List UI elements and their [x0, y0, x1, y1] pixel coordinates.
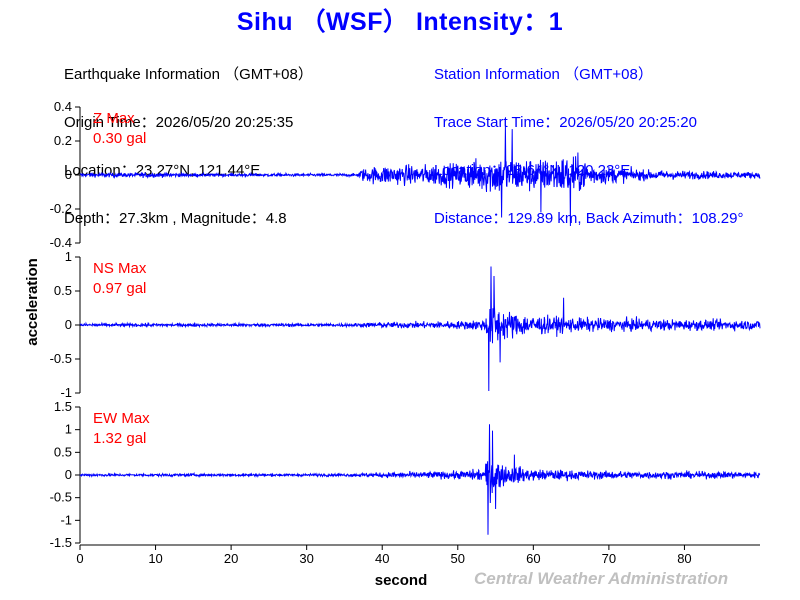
- x-tick-label: 20: [224, 551, 238, 566]
- y-tick-label: -0.5: [50, 490, 72, 505]
- origin-time: Origin Time：2026/05/20 20:25:35: [64, 114, 294, 131]
- y-tick-label: -0.4: [50, 235, 72, 250]
- y-tick-label: 0: [65, 317, 72, 332]
- max-title-ns: NS Max: [93, 260, 147, 277]
- max-value-ns: 0.97 gal: [93, 280, 146, 297]
- trace-z: [79, 125, 761, 227]
- chart-title: Sihu （WSF） Intensity：1: [236, 8, 564, 36]
- y-tick-label: 0.5: [54, 444, 72, 459]
- y-tick-label: 1.5: [54, 399, 72, 414]
- x-tick-label: 0: [76, 551, 83, 566]
- y-tick-label: 0.4: [54, 99, 72, 114]
- depth-magnitude: Depth：27.3km , Magnitude：4.8: [64, 210, 287, 227]
- trace-start-time: Trace Start Time：2026/05/20 20:25:20: [434, 114, 697, 131]
- x-tick-label: 10: [148, 551, 162, 566]
- y-tick-label: -1: [60, 385, 72, 400]
- y-tick-label: 0: [65, 467, 72, 482]
- trace-ns: [79, 266, 761, 392]
- x-axis-title: second: [375, 572, 428, 589]
- x-tick-label: 50: [451, 551, 465, 566]
- y-tick-label: 0.2: [54, 133, 72, 148]
- y-tick-label: 1: [65, 249, 72, 264]
- x-tick-label: 80: [677, 551, 691, 566]
- x-tick-label: 70: [602, 551, 616, 566]
- max-value-ew: 1.32 gal: [93, 430, 146, 447]
- x-tick-label: 60: [526, 551, 540, 566]
- x-tick-label: 40: [375, 551, 389, 566]
- trace-ew: [79, 424, 761, 535]
- x-tick-label: 30: [299, 551, 313, 566]
- earthquake-info-heading: Earthquake Information （GMT+08）: [64, 66, 313, 83]
- agency-credit: Central Weather Administration: [474, 569, 729, 588]
- max-title-z: Z Max: [93, 110, 135, 127]
- y-tick-label: 0.5: [54, 283, 72, 298]
- station-info: Station Information （GMT+08） Trace Start…: [434, 35, 744, 243]
- y-tick-label: -1: [60, 512, 72, 527]
- y-axis-title: acceleration: [24, 258, 41, 346]
- y-tick-label: 0: [65, 167, 72, 182]
- max-value-z: 0.30 gal: [93, 130, 146, 147]
- y-tick-label: -0.5: [50, 351, 72, 366]
- distance-azimuth: Distance：129.89 km, Back Azimuth：108.29°: [434, 210, 744, 227]
- max-title-ew: EW Max: [93, 410, 150, 427]
- y-tick-label: -1.5: [50, 535, 72, 550]
- earthquake-info: Earthquake Information （GMT+08） Origin T…: [64, 35, 313, 243]
- y-tick-label: 1: [65, 422, 72, 437]
- station-info-heading: Station Information （GMT+08）: [434, 66, 653, 83]
- y-tick-label: -0.2: [50, 201, 72, 216]
